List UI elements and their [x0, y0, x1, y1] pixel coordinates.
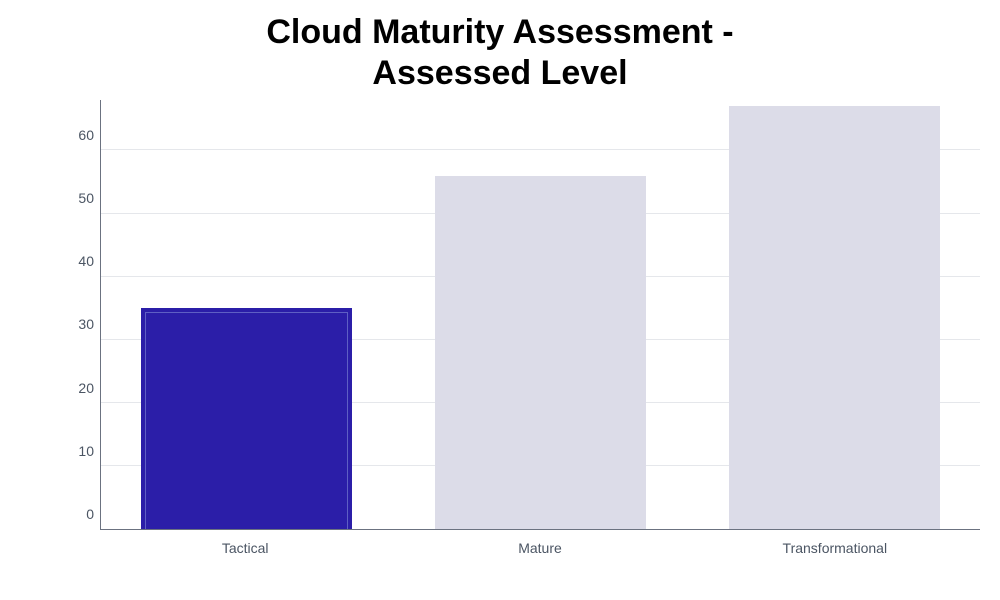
- bar: [435, 176, 646, 529]
- x-tick-label: Mature: [518, 540, 562, 556]
- x-tick-label: Tactical: [222, 540, 269, 556]
- y-tick-label: 40: [78, 253, 94, 269]
- chart-title: Cloud Maturity Assessment - Assessed Lev…: [266, 12, 733, 94]
- y-tick-label: 10: [78, 443, 94, 459]
- y-tick-label: 20: [78, 380, 94, 396]
- chart-container: 0 10 20 30 40 50 60 Tactical Mature Transformatio…: [60, 100, 980, 560]
- y-tick-label: 50: [78, 190, 94, 206]
- x-tick-label: Transformational: [783, 540, 888, 556]
- y-tick-label: 0: [86, 506, 94, 522]
- bar-inner-border: [145, 312, 348, 529]
- plot-area: [100, 100, 980, 530]
- y-tick-label: 60: [78, 127, 94, 143]
- bar: [729, 106, 940, 529]
- bar: [141, 308, 352, 529]
- y-tick-label: 30: [78, 316, 94, 332]
